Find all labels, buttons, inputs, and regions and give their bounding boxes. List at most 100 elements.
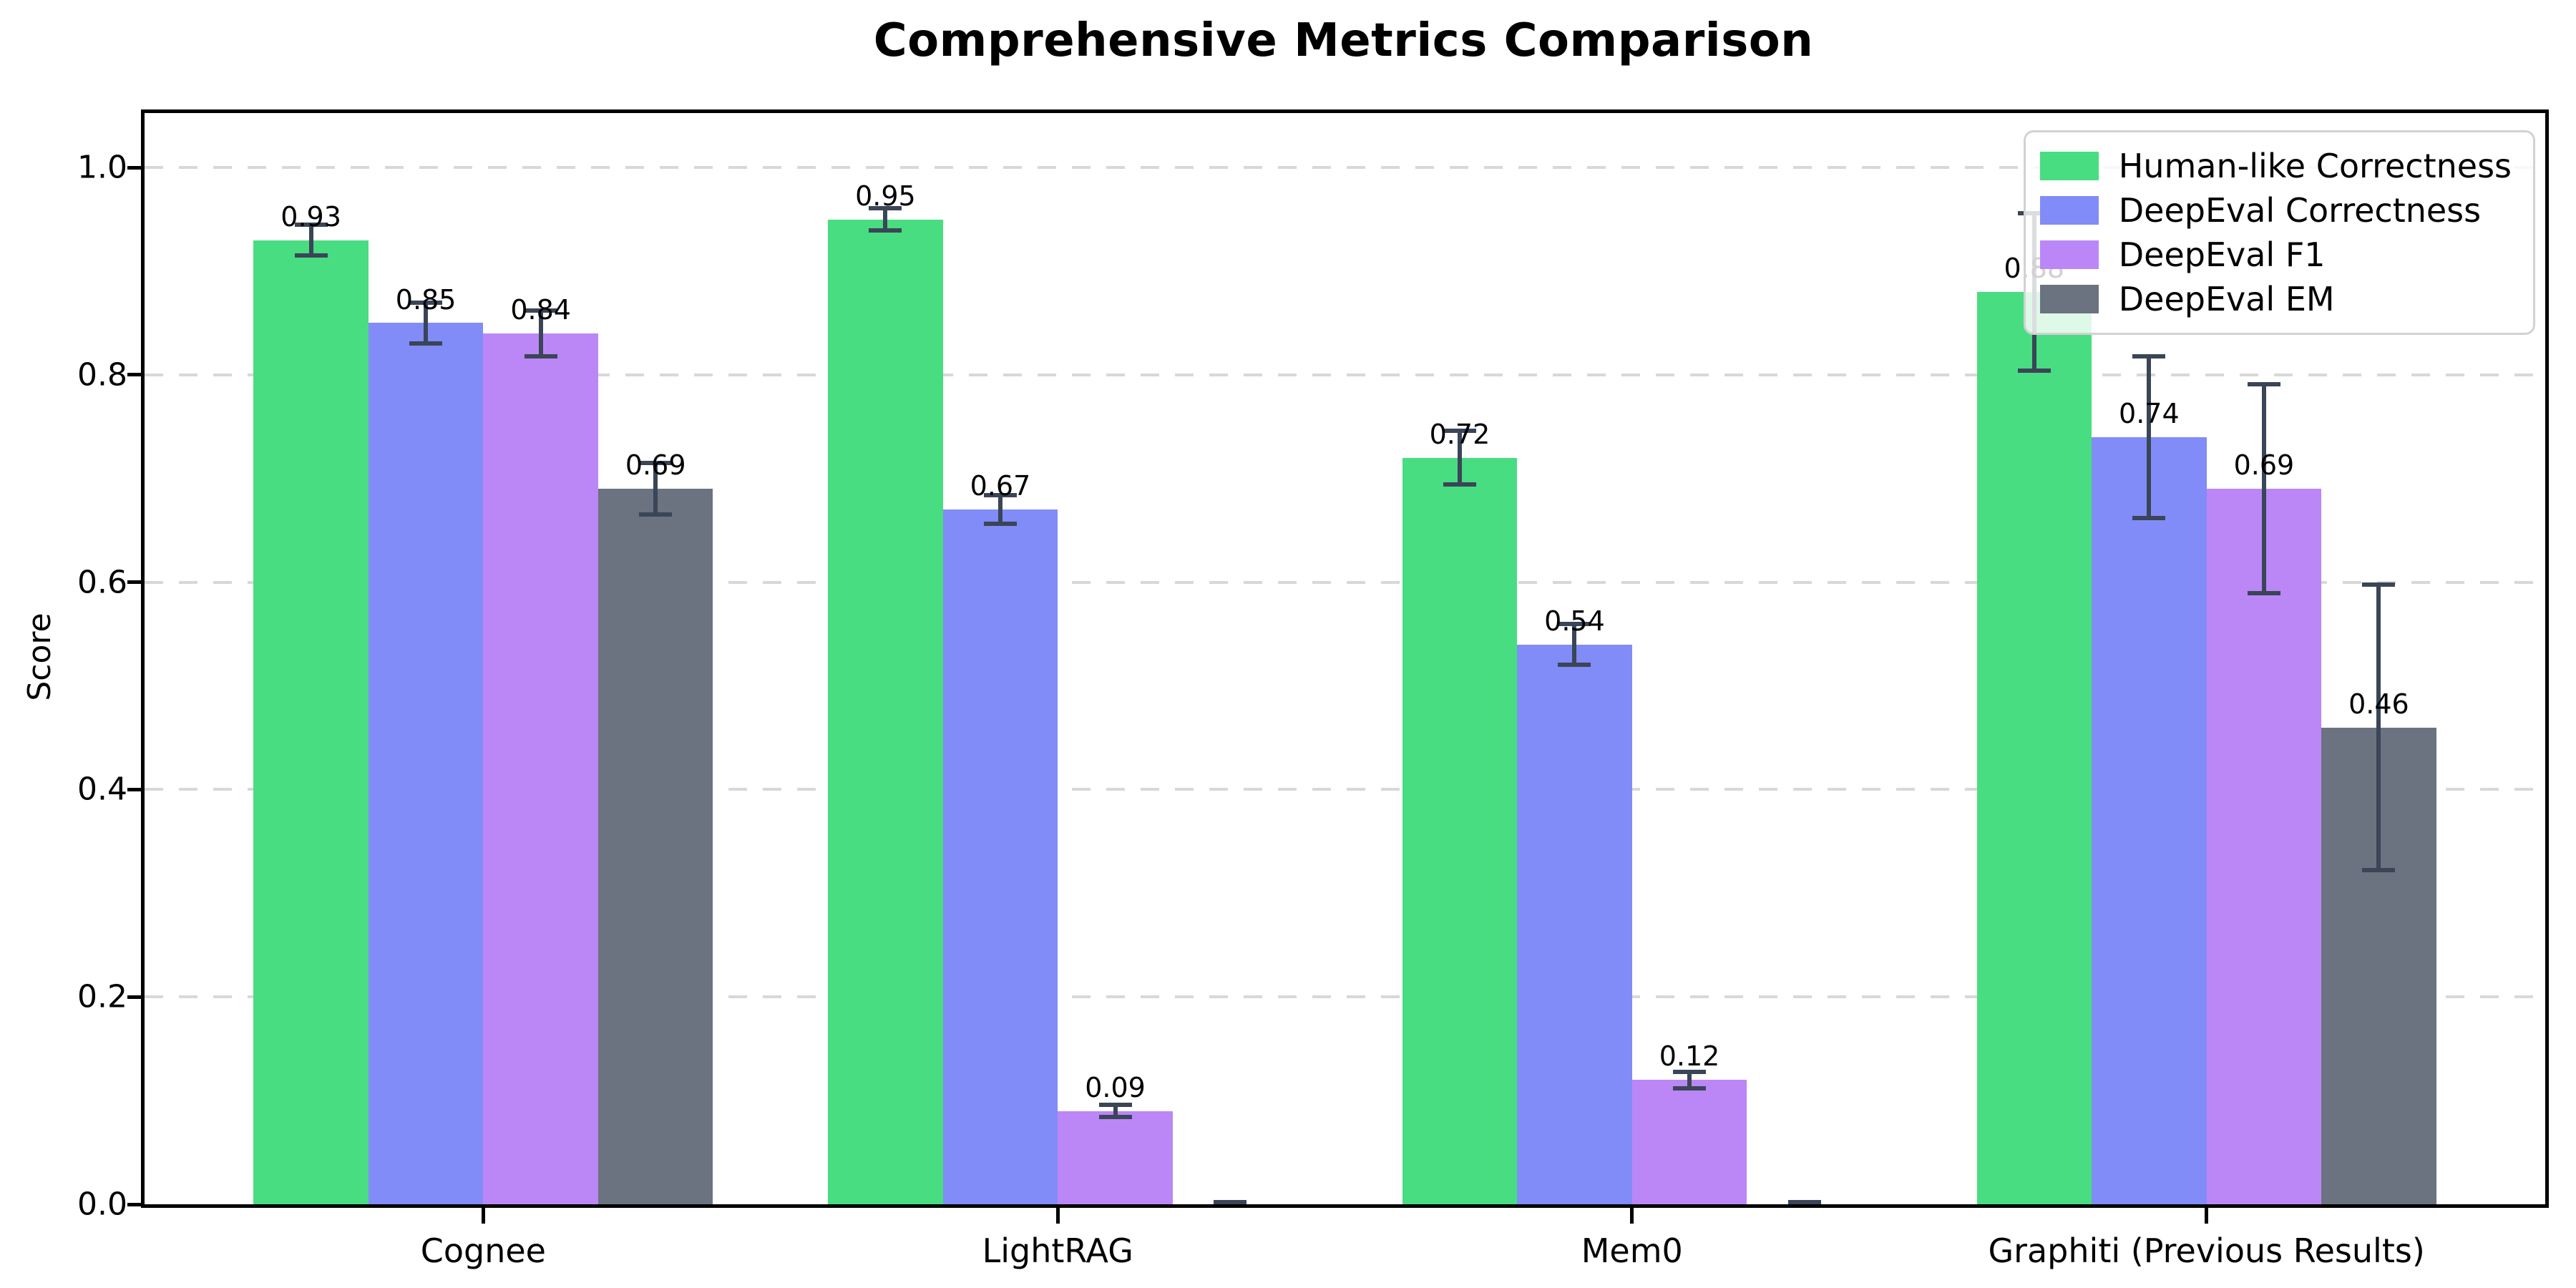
y-tick-mark	[127, 580, 143, 585]
error-bar-line	[1572, 621, 1577, 668]
error-bar-cap-bottom	[1787, 1200, 1821, 1204]
bar-value-label: 0.74	[2119, 397, 2180, 429]
error-bar-line	[1457, 429, 1462, 487]
gridline	[145, 995, 2545, 999]
error-bar	[409, 300, 443, 346]
bar-value-label: 0.67	[970, 470, 1031, 502]
legend-item: DeepEval EM	[2039, 277, 2512, 321]
bar	[2092, 436, 2207, 1204]
bar-value-label: 0.09	[1085, 1071, 1146, 1103]
error-bar-cap-bottom	[2247, 591, 2280, 596]
bar-value-label: 0.12	[1659, 1040, 1720, 1073]
error-bar-cap-bottom	[2017, 368, 2051, 373]
bar	[942, 509, 1058, 1204]
bar	[1058, 1111, 1173, 1204]
error-bar-cap-top	[294, 222, 328, 227]
x-tick-mark	[1055, 1208, 1060, 1224]
error-bar-cap-top	[1558, 621, 1591, 626]
error-bar-cap-bottom	[1443, 482, 1476, 487]
error-bar-cap-top	[1098, 1103, 1132, 1108]
bar	[2206, 489, 2322, 1204]
x-tick-mark	[481, 1208, 485, 1224]
legend-swatch	[2039, 152, 2099, 180]
y-tick-label: 0.8	[77, 356, 127, 394]
x-tick-label: Graphiti (Previous Results)	[1988, 1231, 2425, 1270]
bar-value-label: 0.85	[395, 283, 457, 316]
error-bar-cap-bottom	[869, 228, 902, 233]
error-bar	[1098, 1103, 1132, 1120]
error-bar	[1558, 621, 1591, 668]
y-tick-label: 0.0	[77, 1186, 127, 1223]
error-bar	[1673, 1069, 1707, 1091]
bar-value-label: 0.69	[625, 449, 686, 482]
error-bar-cap-top	[869, 205, 902, 210]
chart-title: Comprehensive Metrics Comparison	[873, 14, 1814, 67]
x-tick-label: Mem0	[1581, 1231, 1683, 1270]
error-bar-line	[424, 300, 429, 346]
legend-swatch	[2039, 196, 2099, 225]
y-tick-label: 0.4	[77, 771, 127, 808]
legend-label: Human-like Correctness	[2118, 147, 2512, 185]
gridline	[145, 580, 2545, 584]
error-bar-line	[997, 493, 1002, 527]
legend-item: Human-like Correctness	[2039, 144, 2512, 188]
error-bar-cap-top	[409, 300, 443, 305]
bar	[483, 333, 598, 1204]
error-bar-cap-bottom	[1558, 663, 1591, 668]
gridline	[145, 166, 2545, 170]
y-tick-mark	[127, 373, 143, 377]
bar-value-label: 0.95	[855, 180, 916, 212]
legend-label: DeepEval Correctness	[2118, 191, 2482, 230]
error-bar	[2247, 382, 2280, 596]
bar	[1631, 1080, 1747, 1204]
bar-value-label: 0.84	[510, 294, 571, 326]
error-bar-cap-bottom	[2362, 868, 2396, 873]
error-bar-cap-bottom	[639, 512, 673, 517]
error-bar-cap-bottom	[294, 253, 328, 258]
error-bar-line	[2147, 353, 2152, 520]
legend-swatch	[2039, 240, 2099, 269]
y-tick-label: 0.2	[77, 978, 127, 1015]
error-bar-cap-top	[983, 493, 1017, 498]
error-bar	[524, 308, 557, 358]
x-tick-label: LightRAG	[982, 1231, 1133, 1270]
gridline	[145, 788, 2545, 791]
bar-value-label: 0.46	[2348, 688, 2409, 720]
error-bar-line	[2376, 582, 2381, 873]
error-bar-cap-top	[2247, 382, 2280, 387]
legend-swatch	[2039, 285, 2099, 313]
error-bar-line	[883, 205, 888, 233]
legend: Human-like Correctness DeepEval Correctne…	[2023, 130, 2535, 335]
legend-item: DeepEval Correctness	[2039, 188, 2512, 233]
y-tick-mark	[127, 995, 143, 999]
bar	[1402, 457, 1518, 1204]
error-bar-line	[538, 308, 543, 358]
error-bar-line	[308, 222, 313, 258]
x-tick-mark	[1630, 1208, 1634, 1224]
error-bar-cap-top	[1673, 1069, 1707, 1074]
error-bar-cap-bottom	[983, 522, 1017, 527]
y-tick-mark	[127, 1202, 143, 1206]
bar	[368, 323, 484, 1204]
error-bar	[1214, 1200, 1247, 1205]
bar-value-label: 0.54	[1544, 605, 1605, 637]
x-tick-label: Cognee	[420, 1231, 546, 1270]
error-bar	[294, 222, 328, 258]
error-bar-line	[1113, 1103, 1118, 1120]
error-bar-line	[653, 461, 658, 517]
bar-value-label: 0.69	[2233, 449, 2295, 482]
error-bar	[983, 493, 1017, 527]
bar	[1517, 644, 1632, 1204]
legend-label: DeepEval EM	[2118, 280, 2335, 318]
error-bar-cap-top	[2362, 582, 2396, 587]
error-bar-cap-bottom	[1098, 1115, 1132, 1120]
error-bar-line	[1687, 1069, 1692, 1091]
legend-item: DeepEval F1	[2039, 233, 2512, 277]
error-bar-cap-top	[1443, 429, 1476, 434]
error-bar-cap-top	[639, 461, 673, 466]
error-bar	[2132, 353, 2166, 520]
y-tick-label: 0.6	[77, 564, 127, 601]
y-tick-label: 1.0	[77, 149, 127, 186]
error-bar-cap-bottom	[524, 353, 557, 358]
error-bar-cap-top	[524, 308, 557, 313]
